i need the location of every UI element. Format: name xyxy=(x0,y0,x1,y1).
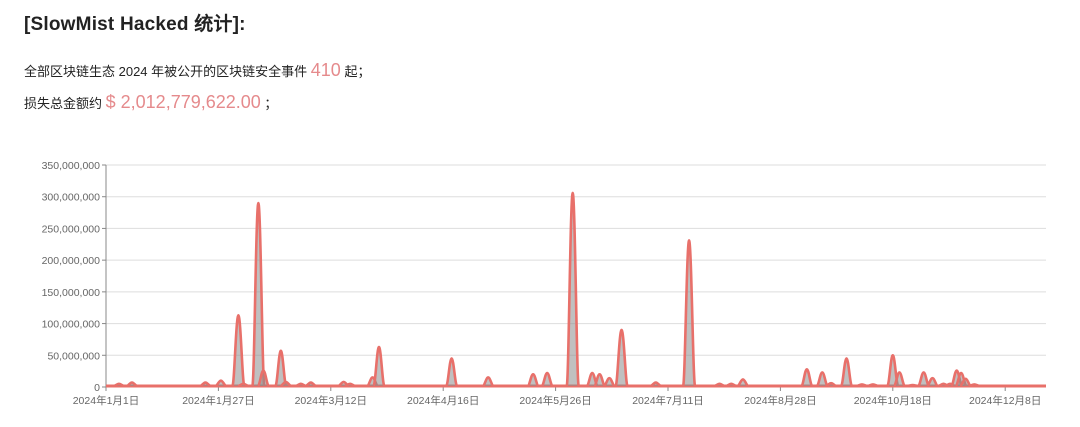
x-tick-label: 2024年7月11日 xyxy=(632,394,704,407)
data-point xyxy=(736,378,749,388)
page-title: [SlowMist Hacked 统计]: xyxy=(24,14,246,35)
data-point xyxy=(231,314,246,388)
data-point xyxy=(295,382,307,388)
data-point xyxy=(839,357,854,388)
data-point xyxy=(126,381,138,388)
data-point xyxy=(603,376,616,388)
x-tick-label: 2024年1月1日 xyxy=(73,394,140,407)
data-point xyxy=(215,379,227,388)
loss-amount-line: 损失总金额约 $ 2,012,779,622.00 ； xyxy=(24,92,277,113)
data-point xyxy=(305,381,317,388)
data-point xyxy=(256,369,271,388)
loss-amount-value: $ 2,012,779,622.00 xyxy=(105,92,261,112)
data-point xyxy=(926,376,939,388)
y-tick-label: 300,000,000 xyxy=(42,192,101,204)
y-tick-label: 100,000,000 xyxy=(42,319,101,331)
data-point xyxy=(593,373,606,388)
x-tick-label: 2024年3月12日 xyxy=(295,394,367,407)
data-point xyxy=(274,349,288,388)
y-tick-label: 0 xyxy=(94,382,100,394)
y-tick-label: 350,000,000 xyxy=(42,160,101,172)
data-point xyxy=(113,382,125,388)
data-point xyxy=(725,382,737,388)
data-point xyxy=(482,376,495,388)
x-tick-label: 2024年5月26日 xyxy=(519,394,591,407)
data-point xyxy=(251,201,266,388)
data-point xyxy=(614,328,629,388)
event-count-line: 全部区块链生态 2024 年被公开的区块链安全事件 410 起； xyxy=(24,60,370,81)
loss-amount-suffix: ； xyxy=(264,96,278,111)
data-point xyxy=(916,371,931,388)
data-point xyxy=(650,381,662,388)
data-point xyxy=(713,382,726,388)
data-point xyxy=(959,377,972,388)
data-point xyxy=(199,381,212,388)
data-point xyxy=(681,239,697,388)
y-tick-label: 50,000,000 xyxy=(47,350,100,362)
loss-amount-prefix: 损失总金额约 xyxy=(24,96,103,111)
data-point xyxy=(968,383,980,388)
data-point xyxy=(237,382,250,388)
y-tick-label: 200,000,000 xyxy=(42,255,101,267)
x-tick-label: 2024年8月28日 xyxy=(744,394,816,407)
data-point xyxy=(825,381,837,388)
data-point xyxy=(892,371,907,388)
data-point xyxy=(856,383,868,388)
data-point xyxy=(867,383,879,388)
data-point xyxy=(444,357,459,388)
data-point xyxy=(540,371,554,388)
data-point xyxy=(800,367,814,388)
data-point xyxy=(344,382,356,388)
x-tick-label: 2024年10月18日 xyxy=(854,394,932,407)
data-point xyxy=(907,383,919,388)
data-point xyxy=(526,373,540,388)
data-point xyxy=(372,345,386,388)
x-tick-label: 2024年1月27日 xyxy=(182,394,254,407)
x-tick-label: 2024年12月8日 xyxy=(969,394,1041,407)
data-point xyxy=(280,380,292,388)
y-tick-label: 150,000,000 xyxy=(42,287,101,299)
event-count-suffix: 起； xyxy=(344,64,371,79)
event-count-prefix: 全部区块链生态 2024 年被公开的区块链安全事件 xyxy=(24,64,308,79)
y-tick-label: 250,000,000 xyxy=(42,223,101,235)
data-point xyxy=(815,371,830,388)
data-point xyxy=(565,191,580,388)
event-count-value: 410 xyxy=(310,60,341,80)
x-tick-label: 2024年4月16日 xyxy=(407,394,479,407)
